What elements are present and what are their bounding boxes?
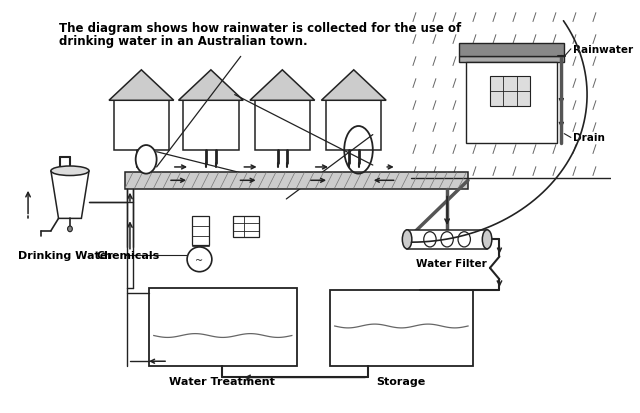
Bar	[183, 101, 239, 150]
Bar	[326, 101, 381, 150]
Polygon shape	[179, 71, 243, 101]
Bar	[255, 101, 310, 150]
Polygon shape	[250, 71, 315, 101]
Text: Rainwater: Rainwater	[573, 45, 633, 55]
Text: drinking water in an Australian town.: drinking water in an Australian town.	[58, 35, 307, 47]
Bar	[458, 44, 564, 57]
Text: Storage: Storage	[377, 375, 426, 386]
Text: The diagram shows how rainwater is collected for the use of: The diagram shows how rainwater is colle…	[58, 22, 461, 35]
Polygon shape	[51, 171, 89, 219]
Bar	[125, 172, 468, 190]
Bar	[192, 217, 209, 245]
Ellipse shape	[441, 232, 453, 247]
Polygon shape	[109, 71, 174, 101]
Bar	[330, 290, 473, 366]
Ellipse shape	[68, 226, 72, 232]
Text: ~: ~	[195, 256, 204, 266]
Bar	[490, 76, 530, 107]
Text: Drinking Water: Drinking Water	[18, 250, 113, 260]
Ellipse shape	[458, 232, 470, 247]
Bar	[149, 288, 296, 366]
Text: Chemicals: Chemicals	[97, 250, 160, 260]
Text: Water Filter: Water Filter	[417, 259, 487, 269]
Bar	[407, 230, 487, 249]
Text: Drain: Drain	[573, 133, 605, 143]
Bar	[233, 217, 259, 238]
Bar	[114, 101, 169, 150]
Ellipse shape	[403, 230, 412, 249]
Text: Water Treatment: Water Treatment	[170, 375, 275, 386]
Bar	[466, 63, 557, 144]
Ellipse shape	[424, 232, 436, 247]
Circle shape	[187, 247, 212, 272]
Ellipse shape	[136, 146, 157, 174]
Polygon shape	[321, 71, 386, 101]
Ellipse shape	[483, 230, 492, 249]
Ellipse shape	[51, 166, 89, 176]
Polygon shape	[458, 57, 564, 63]
